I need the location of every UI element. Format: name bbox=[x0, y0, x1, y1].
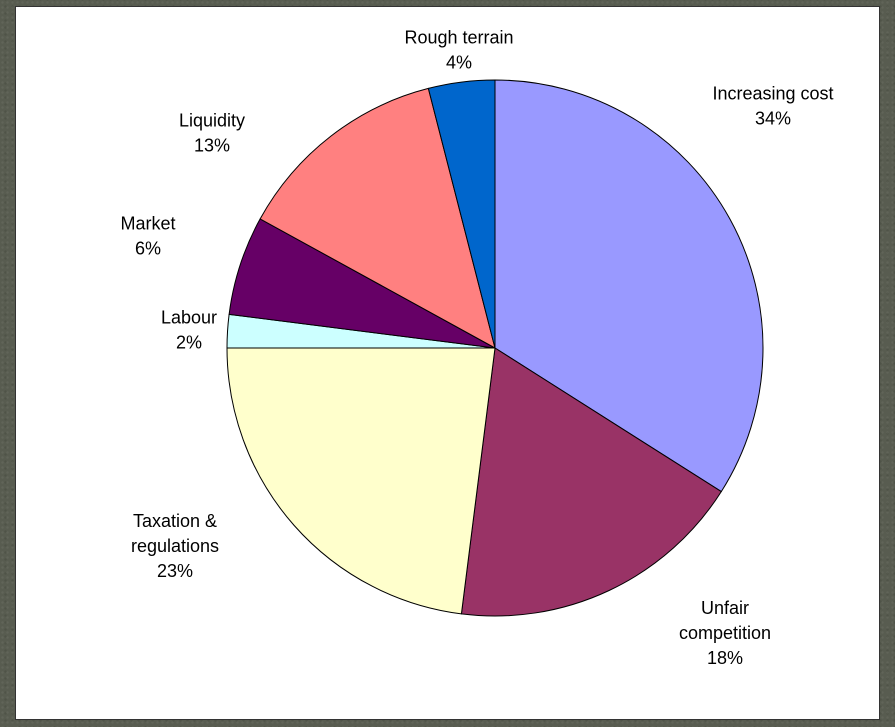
slice-label-1-line-0: Unfair bbox=[701, 598, 749, 618]
slice-label-5-line-0: Liquidity bbox=[179, 111, 245, 131]
slice-label-4-line-0: Market bbox=[120, 214, 175, 234]
slice-label-2-line-1: regulations bbox=[131, 536, 219, 556]
pie-labels: Increasing cost 34% Unfair competition 18% Ta… bbox=[120, 28, 833, 669]
pie-slice-5 bbox=[259, 87, 496, 349]
slice-label-6: Rough terrain 4% bbox=[404, 28, 513, 73]
slice-label-6-line-0: Rough terrain bbox=[404, 28, 513, 48]
slice-label-2: Taxation & regulations 23% bbox=[131, 511, 219, 581]
pie-slice-0 bbox=[494, 79, 764, 493]
slice-label-3-line-0: Labour bbox=[161, 308, 217, 328]
slice-label-2-line-2: 23% bbox=[157, 561, 193, 581]
pie-slice-6 bbox=[427, 79, 496, 349]
slice-label-2-line-0: Taxation & bbox=[133, 511, 217, 531]
slice-label-0: Increasing cost 34% bbox=[712, 84, 833, 129]
pie-slices bbox=[226, 79, 764, 617]
slice-label-3-line-1: 2% bbox=[176, 333, 202, 353]
slice-label-3: Labour 2% bbox=[161, 308, 217, 353]
slice-label-6-line-1: 4% bbox=[446, 53, 472, 73]
slice-label-1: Unfair competition 18% bbox=[679, 598, 771, 668]
slice-label-5-line-1: 13% bbox=[194, 136, 230, 156]
slice-label-4-line-1: 6% bbox=[135, 239, 161, 259]
slice-label-5: Liquidity 13% bbox=[179, 111, 245, 156]
slice-label-4: Market 6% bbox=[120, 214, 175, 259]
slice-label-0-line-1: 34% bbox=[755, 109, 791, 129]
pie-slice-2 bbox=[226, 347, 496, 615]
slice-label-1-line-1: competition bbox=[679, 623, 771, 643]
pie-slice-1 bbox=[460, 347, 722, 617]
slice-label-0-line-0: Increasing cost bbox=[712, 84, 833, 104]
slice-label-1-line-2: 18% bbox=[707, 648, 743, 668]
